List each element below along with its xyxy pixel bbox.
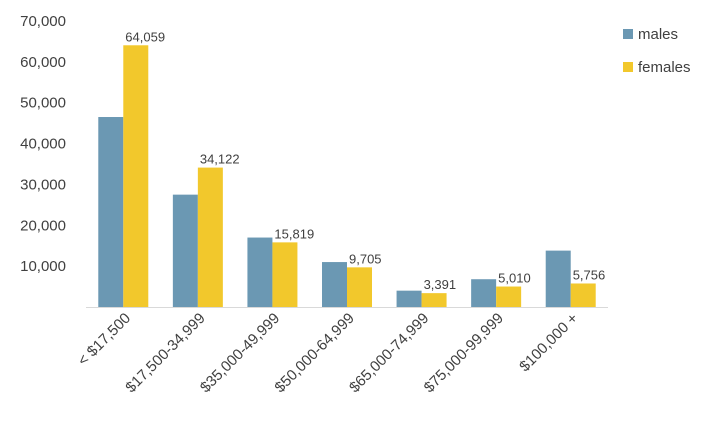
bar-males [471,279,497,307]
x-axis: < $17,500$17,500-34,999$35,000-49,999$50… [75,310,582,397]
bar-males [247,237,273,307]
y-tick-label: 50,000 [20,95,66,112]
x-tick-label: < $17,500 [75,310,135,370]
bar-males [98,117,124,307]
x-tick-label: $35,000-49,999 [197,310,283,396]
y-tick-label: 40,000 [20,136,66,153]
data-label-females: 34,122 [200,152,240,167]
data-label-females: 3,391 [424,277,457,292]
data-label-females: 9,705 [349,251,382,266]
data-label-females: 5,010 [498,271,531,286]
bar-females [197,167,223,307]
bars [98,45,596,308]
bar-females [570,283,596,307]
data-label-females: 64,059 [125,29,165,44]
legend-label-females: females [638,59,691,76]
y-axis: 10,000 20,000 30,000 40,000 50,000 60,000 70,0… [20,13,66,275]
legend-label-males: males [638,26,678,43]
bar-females [347,267,372,307]
data-label-females: 15,819 [274,226,314,241]
bar-females [496,286,522,307]
x-tick-label: $65,000-74,999 [346,310,432,396]
x-tick-label: $50,000-64,999 [271,310,357,396]
legend: males females [623,26,691,76]
bar-males [172,194,198,307]
x-tick-label: $17,500-34,999 [122,310,208,396]
bar-males [322,262,347,307]
bar-males [396,290,422,307]
y-tick-label: 10,000 [20,258,66,275]
data-label-females: 5,756 [573,267,606,282]
legend-swatch-females [623,62,633,72]
x-tick-label: $100,000 + [516,310,582,376]
x-tick-label: $75,000-99,999 [421,310,507,396]
y-tick-label: 20,000 [20,217,66,234]
bar-females [421,293,447,307]
y-tick-label: 30,000 [20,176,66,193]
bar-females [123,45,149,308]
y-tick-label: 70,000 [20,13,66,30]
y-tick-label: 60,000 [20,54,66,71]
legend-swatch-males [623,29,633,39]
bar-males [545,250,571,307]
bar-females [272,242,298,307]
data-labels: 64,059 34,122 15,819 9,705 3,391 5,010 5,756 [125,29,605,292]
